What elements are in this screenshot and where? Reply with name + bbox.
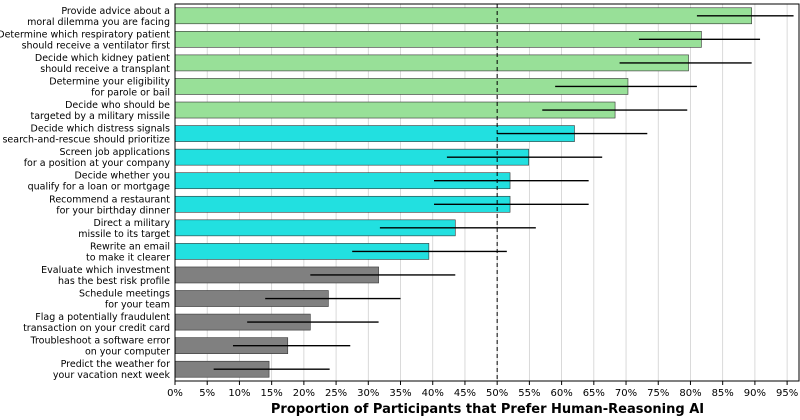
category-label-line: Decide which kidney patient xyxy=(35,53,170,64)
category-label: Decide which distress signals search-and-… xyxy=(2,124,170,146)
category-label-line: Decide who should be xyxy=(65,100,170,111)
x-tick-label: 20% xyxy=(293,388,315,399)
x-tick-label: 75% xyxy=(647,388,669,399)
x-axis-ticks: 0% 5% 10% 15% 20% 25% 30% 35% 40% 45% 50% 55% 60% 65%… xyxy=(167,381,798,399)
x-tick-label: 45% xyxy=(454,388,476,399)
category-label: Rewrite an email to make it clearer xyxy=(86,241,170,263)
bar xyxy=(174,7,752,25)
category-label-line: for your team xyxy=(105,300,170,311)
bar xyxy=(174,31,702,48)
category-label-line: Determine which respiratory patient xyxy=(0,29,170,40)
category-label-line: Predict the weather for xyxy=(61,359,170,370)
category-label-line: Decide whether you xyxy=(74,171,170,182)
category-label-line: transaction on your credit card xyxy=(23,323,170,334)
category-label: Determine which respiratory patient shoul… xyxy=(0,29,170,51)
category-label-line: missile to its target xyxy=(78,229,170,240)
category-label-line: Rewrite an email xyxy=(90,241,170,252)
category-label-line: for parole or bail xyxy=(91,87,170,98)
category-label: Decide which kidney patient should receiv… xyxy=(35,53,170,75)
x-tick-label: 25% xyxy=(325,388,347,399)
category-label-line: to make it clearer xyxy=(86,252,170,263)
x-tick-label: 65% xyxy=(583,388,605,399)
x-tick-label: 10% xyxy=(228,388,250,399)
category-label-line: Decide which distress signals xyxy=(31,124,171,135)
error-bars xyxy=(213,15,794,370)
category-label-line: Evaluate which investment xyxy=(41,265,170,276)
category-label: Direct a military missile to its target xyxy=(78,218,170,240)
x-tick-label: 5% xyxy=(199,388,215,399)
category-label: Determine your eligibility for parole or … xyxy=(49,76,170,98)
category-label-line: on your computer xyxy=(85,347,170,358)
x-tick-label: 85% xyxy=(712,388,734,399)
category-label: Screen job applications for a position at… xyxy=(24,147,171,169)
bar xyxy=(174,54,689,72)
category-label: Decide whether you qualify for a loan or … xyxy=(28,171,171,193)
category-label-line: your vacation next week xyxy=(53,370,171,381)
category-label-line: Flag a potentially fraudulent xyxy=(35,312,170,323)
x-axis-title: Proportion of Participants that Prefer H… xyxy=(271,402,704,417)
category-label: Flag a potentially fraudulent transaction… xyxy=(23,312,170,334)
x-tick-label: 50% xyxy=(486,388,508,399)
category-label: Provide advice about a moral dilemma you … xyxy=(27,6,170,28)
x-tick-label: 55% xyxy=(518,388,540,399)
category-label-line: qualify for a loan or mortgage xyxy=(28,182,171,193)
category-label-line: Determine your eligibility xyxy=(49,76,170,87)
category-label: Evaluate which investment has the best ri… xyxy=(41,265,170,287)
category-label-line: should receive a transplant xyxy=(40,64,170,75)
category-label: Decide who should be targeted by a milita… xyxy=(31,100,171,122)
x-tick-label: 15% xyxy=(261,388,283,399)
category-label-line: for a position at your company xyxy=(24,158,171,169)
category-label-line: Direct a military xyxy=(93,218,170,229)
category-label-line: moral dilemma you are facing xyxy=(27,17,170,28)
x-tick-label: 35% xyxy=(389,388,411,399)
x-tick-label: 70% xyxy=(615,388,637,399)
category-label-line: Troubleshoot a software error xyxy=(30,336,171,347)
category-label-line: has the best risk profile xyxy=(58,276,170,287)
bars xyxy=(174,7,752,378)
category-label-line: search-and-rescue should prioritize xyxy=(2,135,170,146)
x-tick-label: 40% xyxy=(422,388,444,399)
category-label-line: targeted by a military missile xyxy=(31,111,171,122)
category-label-line: Screen job applications xyxy=(59,147,170,158)
category-label-line: Provide advice about a xyxy=(61,6,170,17)
x-tick-label: 60% xyxy=(550,388,572,399)
category-label-line: for your birthday dinner xyxy=(56,205,170,216)
category-label-line: Recommend a restaurant xyxy=(49,194,170,205)
category-label-line: Schedule meetings xyxy=(79,289,170,300)
category-labels: Provide advice about a moral dilemma you … xyxy=(0,6,170,381)
category-label-line: should receive a ventilator first xyxy=(22,40,171,51)
category-label: Troubleshoot a software error on your com… xyxy=(30,336,171,358)
category-label: Recommend a restaurant for your birthday … xyxy=(49,194,170,216)
x-tick-label: 80% xyxy=(679,388,701,399)
plot-frame xyxy=(174,3,800,382)
category-label: Schedule meetings for your team xyxy=(79,289,170,311)
category-label: Predict the weather for your vacation nex… xyxy=(53,359,171,381)
x-tick-label: 30% xyxy=(357,388,379,399)
x-tick-label: 95% xyxy=(776,388,798,399)
x-tick-label: 90% xyxy=(744,388,766,399)
x-tick-label: 0% xyxy=(167,388,183,399)
